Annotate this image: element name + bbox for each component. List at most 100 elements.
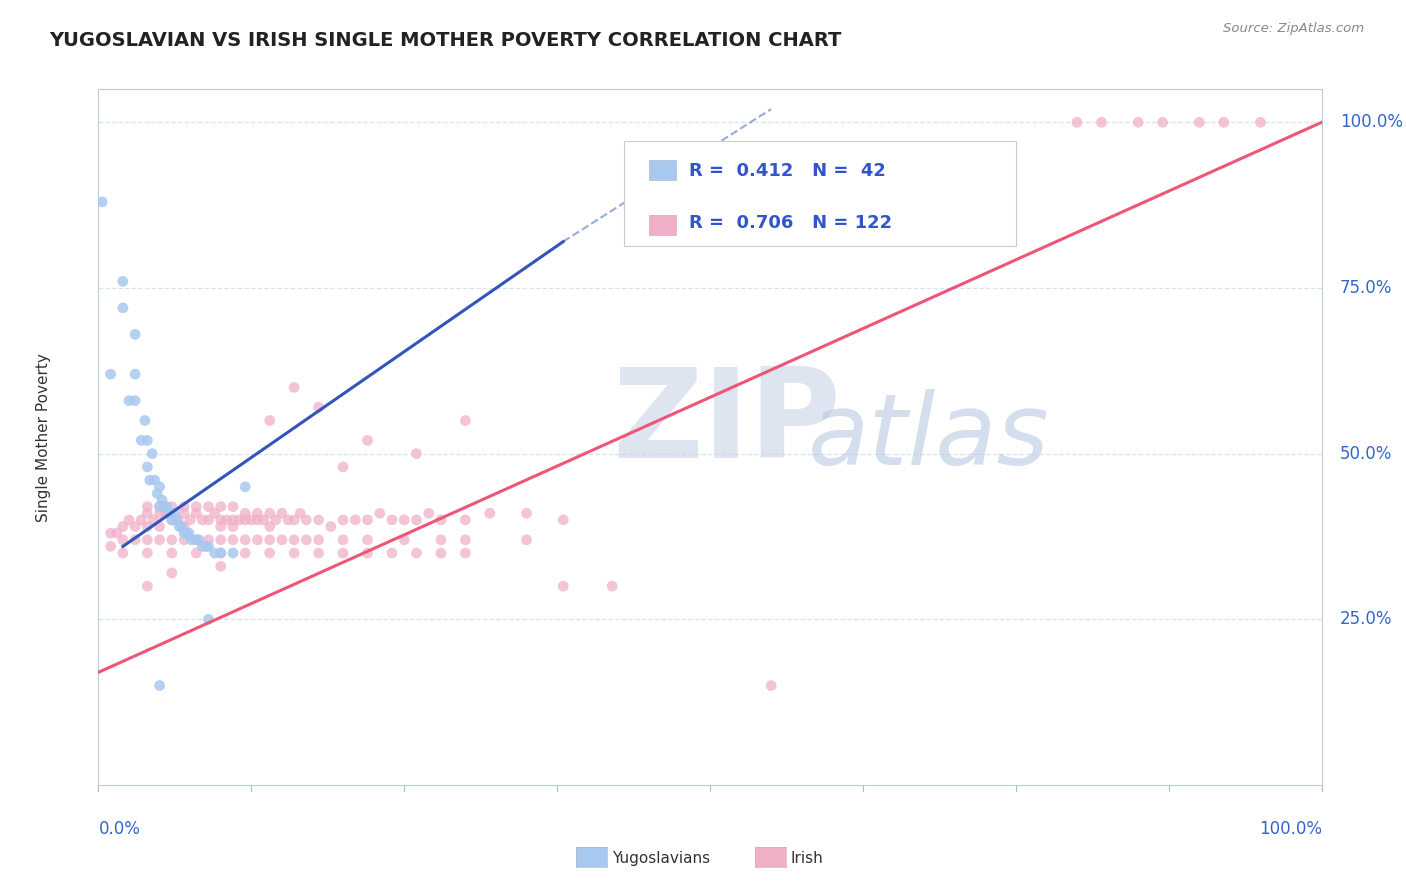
Point: [146, 486, 169, 500]
Point: [515, 533, 537, 547]
Point: [197, 612, 219, 626]
Point: [209, 513, 232, 527]
Point: [283, 380, 305, 394]
Point: [295, 533, 318, 547]
Point: [356, 533, 378, 547]
Point: [233, 513, 256, 527]
Point: [111, 274, 134, 288]
Point: [209, 546, 232, 560]
Point: [405, 447, 427, 461]
Point: [186, 500, 208, 514]
Point: [381, 546, 404, 560]
Point: [204, 506, 226, 520]
Point: [319, 519, 342, 533]
Point: [761, 679, 783, 693]
Point: [149, 533, 172, 547]
Point: [177, 526, 200, 541]
Point: [100, 526, 122, 541]
Point: [129, 434, 152, 448]
Point: [186, 506, 208, 520]
Point: [143, 473, 166, 487]
Point: [259, 413, 281, 427]
Point: [222, 519, 245, 533]
Point: [209, 546, 232, 560]
Point: [173, 533, 195, 547]
Point: [142, 513, 165, 527]
Point: [111, 519, 134, 533]
Point: [195, 540, 218, 554]
Point: [124, 519, 146, 533]
Point: [308, 513, 330, 527]
Point: [454, 533, 477, 547]
Point: [160, 500, 183, 514]
Point: [405, 513, 427, 527]
Point: [134, 413, 156, 427]
Point: [368, 506, 391, 520]
Point: [233, 533, 256, 547]
Text: R =  0.412   N =  42: R = 0.412 N = 42: [689, 162, 886, 180]
Point: [149, 480, 172, 494]
Point: [209, 533, 232, 547]
Point: [176, 526, 198, 541]
Point: [405, 546, 427, 560]
Point: [209, 500, 232, 514]
Point: [252, 513, 274, 527]
Bar: [648, 160, 676, 179]
Point: [233, 480, 256, 494]
Point: [136, 506, 159, 520]
Point: [553, 513, 575, 527]
Point: [170, 519, 193, 533]
Point: [259, 506, 281, 520]
Point: [186, 546, 208, 560]
Point: [136, 519, 159, 533]
Point: [233, 546, 256, 560]
Text: Irish: Irish: [790, 851, 823, 865]
Point: [308, 533, 330, 547]
Point: [124, 393, 146, 408]
Point: [381, 513, 404, 527]
Point: [167, 513, 190, 527]
Point: [136, 546, 159, 560]
Point: [222, 513, 245, 527]
Point: [454, 546, 477, 560]
Text: Single Mother Poverty: Single Mother Poverty: [37, 352, 51, 522]
Text: R =  0.706   N = 122: R = 0.706 N = 122: [689, 214, 893, 232]
Point: [186, 533, 208, 547]
Point: [222, 500, 245, 514]
Point: [111, 301, 134, 315]
Point: [332, 513, 354, 527]
Point: [246, 513, 269, 527]
Point: [124, 533, 146, 547]
Point: [204, 546, 226, 560]
Point: [246, 533, 269, 547]
Point: [91, 194, 114, 209]
Point: [600, 579, 623, 593]
Point: [173, 500, 195, 514]
Point: [100, 540, 122, 554]
Point: [283, 533, 305, 547]
Point: [173, 519, 195, 533]
Point: [157, 506, 180, 520]
Point: [553, 579, 575, 593]
Text: 25.0%: 25.0%: [1340, 610, 1392, 628]
Point: [259, 546, 281, 560]
Point: [163, 506, 186, 520]
Point: [454, 413, 477, 427]
Point: [356, 513, 378, 527]
Point: [1128, 115, 1150, 129]
Text: 100.0%: 100.0%: [1340, 113, 1403, 131]
Point: [222, 533, 245, 547]
Point: [1090, 115, 1112, 129]
Point: [129, 513, 152, 527]
Point: [392, 513, 416, 527]
Point: [149, 506, 172, 520]
Point: [111, 546, 134, 560]
Point: [392, 533, 416, 547]
Point: [124, 367, 146, 381]
Point: [160, 513, 183, 527]
Point: [430, 513, 453, 527]
Point: [197, 540, 219, 554]
Point: [259, 533, 281, 547]
Point: [454, 513, 477, 527]
Text: 50.0%: 50.0%: [1340, 444, 1392, 463]
